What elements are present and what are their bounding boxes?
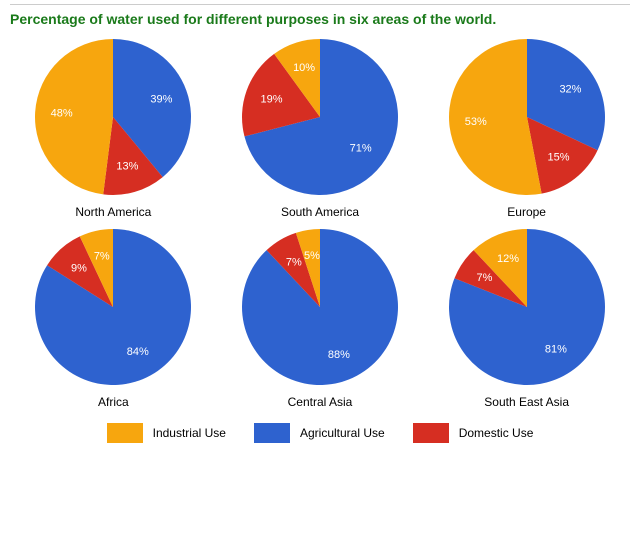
pie-cell: 84% 9% 7% Africa (13, 227, 213, 409)
region-label: Europe (507, 205, 546, 219)
slice-label: 48% (51, 108, 73, 120)
legend: Industrial Use Agricultural Use Domestic U… (10, 423, 630, 443)
slice-label: 71% (350, 142, 372, 154)
region-label: South East Asia (484, 395, 569, 409)
legend-swatch (413, 423, 449, 443)
legend-label: Domestic Use (459, 426, 534, 440)
pie-grid: 39% 13% 48% North America 71% 19% 10% South Ame… (10, 37, 630, 417)
pie-cell: 88% 7%5% Central Asia (220, 227, 420, 409)
slice-label: 39% (151, 93, 173, 105)
top-rule (10, 4, 630, 5)
legend-item-agricultural: Agricultural Use (254, 423, 385, 443)
pie-cell: 39% 13% 48% North America (13, 37, 213, 219)
slice-label: 10% (293, 62, 315, 74)
slice-label: 84% (127, 346, 149, 358)
pie-chart: 88% 7%5% (240, 227, 400, 387)
slice-label: 19% (261, 93, 283, 105)
slice-label: 5% (304, 250, 320, 262)
figure-container: Percentage of water used for different p… (0, 0, 640, 537)
pie-chart: 39% 13% 48% (33, 37, 193, 197)
page-title: Percentage of water used for different p… (10, 11, 630, 27)
region-label: South America (281, 205, 359, 219)
slice-label: 53% (464, 116, 486, 128)
legend-swatch (254, 423, 290, 443)
slice-label: 7% (94, 251, 110, 263)
slice-label: 7% (286, 257, 302, 269)
slice-label: 9% (71, 262, 87, 274)
legend-label: Agricultural Use (300, 426, 385, 440)
legend-swatch (107, 423, 143, 443)
region-label: Central Asia (288, 395, 353, 409)
legend-item-industrial: Industrial Use (107, 423, 226, 443)
region-label: Africa (98, 395, 129, 409)
slice-label: 32% (559, 83, 581, 95)
pie-cell: 32% 15% 53% Europe (427, 37, 627, 219)
pie-chart: 71% 19% 10% (240, 37, 400, 197)
pie-chart: 81% 7% 12% (447, 227, 607, 387)
pie-cell: 71% 19% 10% South America (220, 37, 420, 219)
legend-label: Industrial Use (153, 426, 226, 440)
pie-cell: 81% 7% 12% South East Asia (427, 227, 627, 409)
pie-chart: 32% 15% 53% (447, 37, 607, 197)
slice-label: 88% (328, 349, 350, 361)
pie-slice-industrial (35, 39, 113, 194)
region-label: North America (75, 205, 151, 219)
pie-chart: 84% 9% 7% (33, 227, 193, 387)
slice-label: 15% (547, 152, 569, 164)
slice-label: 13% (117, 160, 139, 172)
slice-label: 81% (545, 343, 567, 355)
slice-label: 12% (497, 253, 519, 265)
legend-item-domestic: Domestic Use (413, 423, 534, 443)
slice-label: 7% (476, 272, 492, 284)
